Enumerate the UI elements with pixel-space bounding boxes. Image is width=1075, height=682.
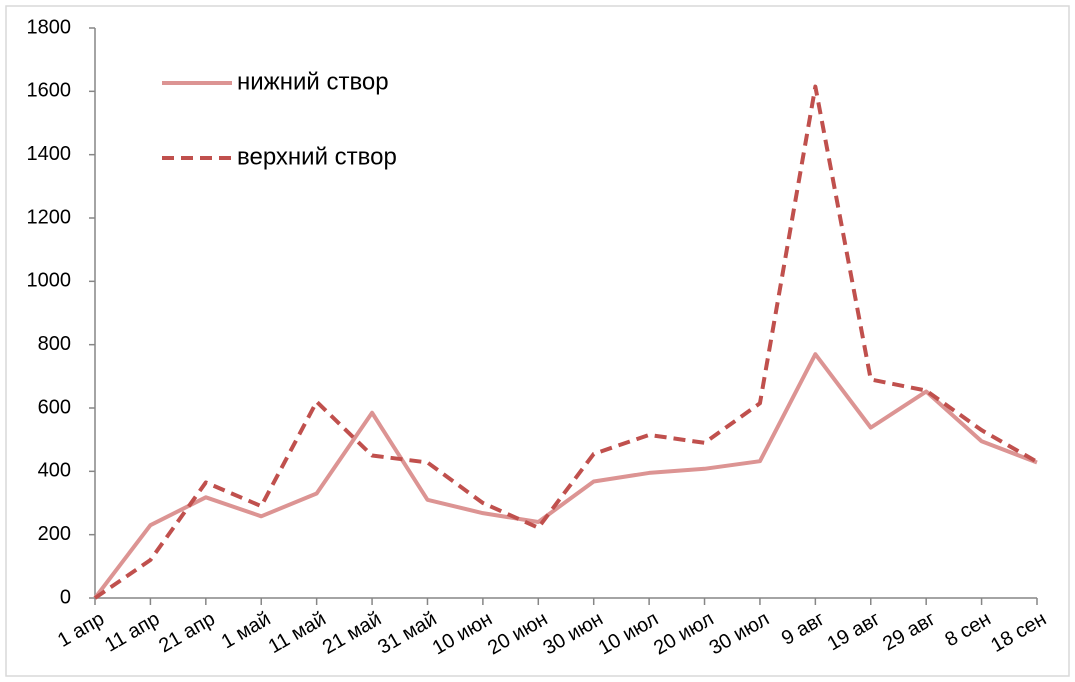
y-tick-label: 600 — [38, 396, 71, 418]
y-tick-label: 0 — [60, 586, 71, 608]
y-tick-label: 1600 — [27, 80, 72, 102]
series-line — [93, 352, 1038, 600]
y-tick-label: 200 — [38, 523, 71, 545]
y-tick-label: 1200 — [27, 206, 72, 228]
series-line — [93, 84, 1038, 600]
legend-label: верхний створ — [237, 143, 397, 170]
y-tick-label: 1800 — [27, 16, 72, 38]
y-tick-label: 1400 — [27, 143, 72, 165]
y-tick-label: 1000 — [27, 270, 72, 292]
y-tick-label: 400 — [38, 460, 71, 482]
legend-label: нижний створ — [237, 68, 389, 95]
chart-frame — [5, 5, 1070, 677]
y-tick-label: 800 — [38, 333, 71, 355]
